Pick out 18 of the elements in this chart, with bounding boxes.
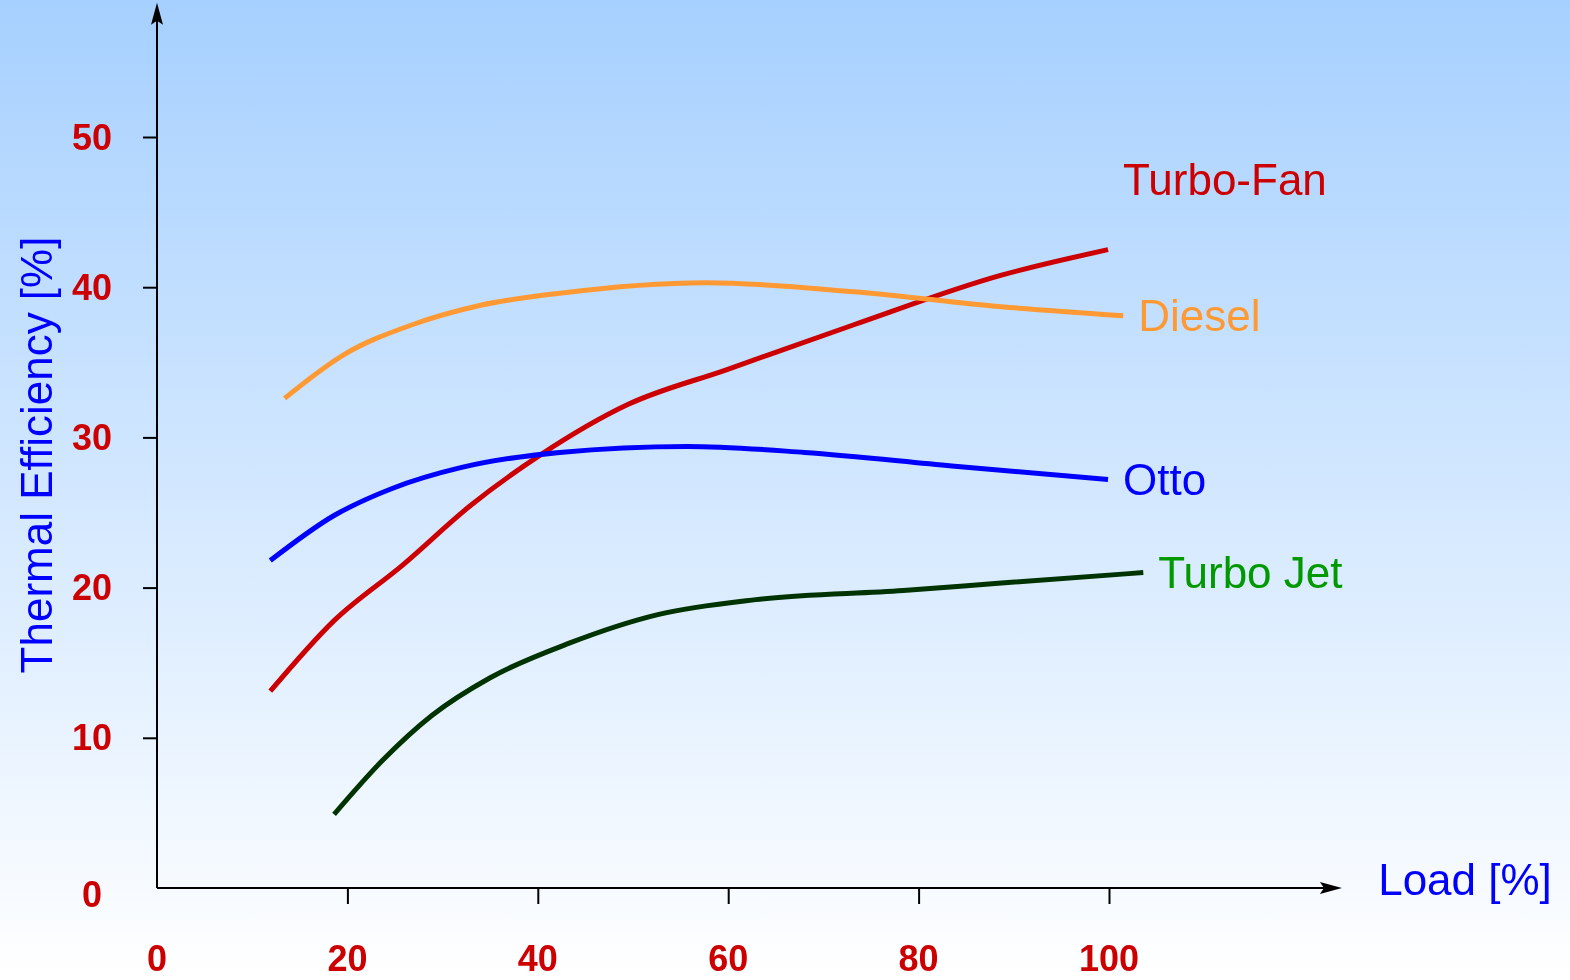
- y-tick-label: 50: [71, 116, 113, 158]
- y-tick-label: 20: [71, 567, 113, 609]
- y-tick-label: 10: [71, 717, 113, 759]
- y-tick-label: 0: [81, 873, 103, 915]
- y-tick-label: 30: [71, 417, 113, 458]
- x-tick-label: 40: [517, 937, 558, 979]
- series-label: Turbo Jet: [1158, 547, 1343, 597]
- series-label: Diesel: [1138, 291, 1261, 341]
- y-axis-title: Thermal Efficiency [%]: [12, 236, 62, 674]
- x-tick-label: 60: [708, 937, 749, 979]
- x-tick-label: 100: [1078, 937, 1140, 979]
- series-label: Otto: [1123, 454, 1207, 504]
- y-tick-label: 40: [71, 266, 113, 308]
- x-tick-label: 20: [327, 937, 368, 979]
- x-axis-title: Load [%]: [1378, 855, 1552, 905]
- x-tick-label: 80: [898, 937, 939, 979]
- x-tick-label: 0: [146, 937, 168, 979]
- series-label: Turbo-Fan: [1123, 155, 1327, 205]
